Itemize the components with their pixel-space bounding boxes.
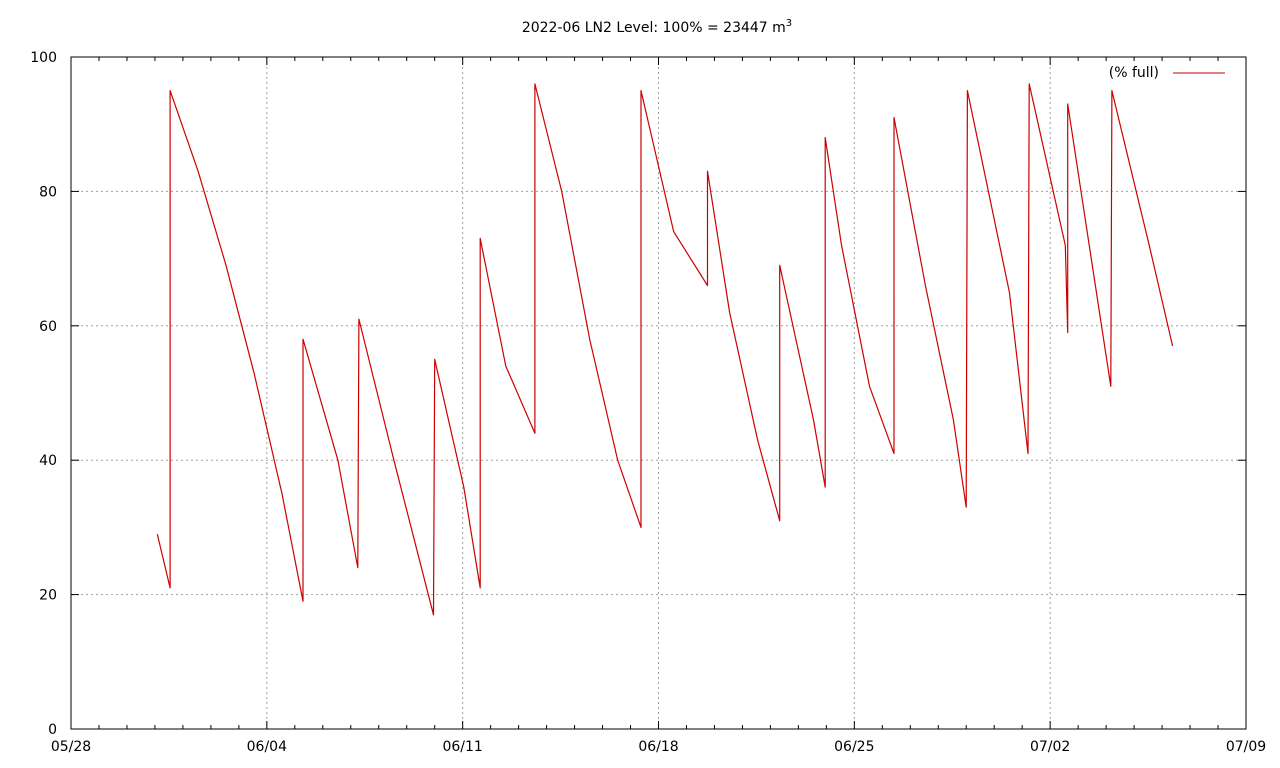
x-tick-labels: 05/28 06/04 06/11 06/18 06/25 07/02 07/09 (51, 739, 1266, 755)
x-tick-label: 06/11 (442, 739, 482, 755)
series-group (156, 83, 1174, 616)
y-tick-label: 0 (48, 722, 57, 738)
tick-marks (70, 56, 1247, 730)
series-line (156, 83, 1174, 616)
x-tick-label: 06/04 (247, 739, 287, 755)
x-tick-label: 07/09 (1226, 739, 1266, 755)
y-tick-label: 100 (30, 50, 57, 66)
x-tick-label: 06/18 (638, 739, 678, 755)
y-tick-label: 60 (39, 319, 57, 335)
x-tick-label: 05/28 (51, 739, 91, 755)
y-tick-label: 20 (39, 588, 57, 604)
x-tick-label: 06/25 (834, 739, 874, 755)
y-tick-label: 40 (39, 453, 57, 469)
legend: (% full) (1109, 65, 1225, 81)
x-tick-label: 07/02 (1030, 739, 1070, 755)
title-superscript: 3 (786, 18, 792, 29)
y-tick-labels: 0 20 40 60 80 100 (30, 50, 57, 738)
y-tick-label: 80 (39, 184, 57, 200)
legend-label: (% full) (1109, 65, 1159, 81)
grid-lines (71, 57, 1246, 729)
chart-title: 2022-06 LN2 Level: 100% = 23447 m3 (522, 18, 792, 36)
